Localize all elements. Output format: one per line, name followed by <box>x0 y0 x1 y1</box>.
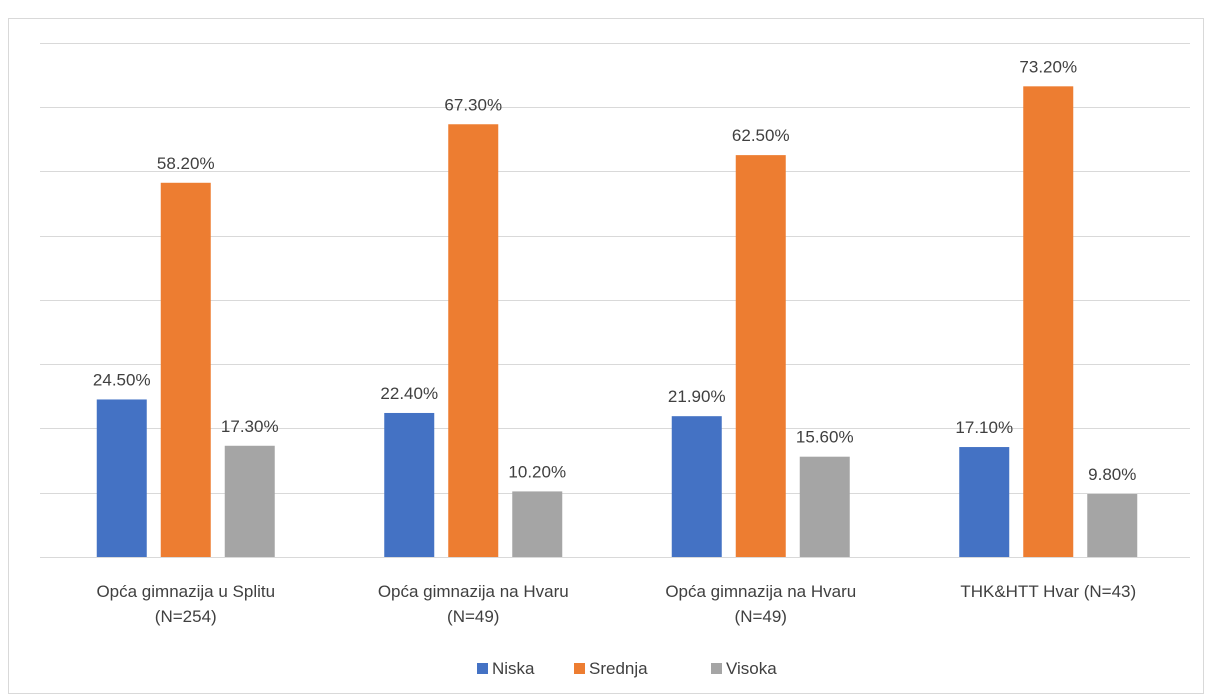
category-label: (N=254) <box>155 607 217 626</box>
bar-visoka <box>1087 493 1138 557</box>
legend: Niska Srednja Visoka <box>477 659 777 678</box>
data-label: 62.50% <box>732 126 790 145</box>
category-label: Opća gimnazija na Hvaru <box>378 582 569 601</box>
data-label: 9.80% <box>1088 465 1136 484</box>
bar-niska <box>384 412 435 557</box>
bar-visoka <box>799 456 850 557</box>
category-label: THK&HTT Hvar (N=43) <box>960 582 1136 601</box>
legend-label-visoka: Visoka <box>726 659 777 678</box>
category-label: (N=49) <box>735 607 787 626</box>
category-label: (N=49) <box>447 607 499 626</box>
data-label: 10.20% <box>508 462 566 481</box>
bar-srednja <box>448 124 499 558</box>
category-label: Opća gimnazija na Hvaru <box>665 582 856 601</box>
legend-label-niska: Niska <box>492 659 535 678</box>
data-label: 58.20% <box>157 154 215 173</box>
data-label: 17.30% <box>221 417 279 436</box>
data-labels: 24.50% 58.20% 17.30% 22.40% 67.30% 10.20% 21.9… <box>93 57 1136 484</box>
gridlines <box>40 43 1190 558</box>
legend-swatch-visoka <box>711 663 722 674</box>
legend-label-srednja: Srednja <box>589 659 648 678</box>
data-label: 73.20% <box>1019 57 1077 76</box>
legend-swatch-niska <box>477 663 488 674</box>
data-label: 22.40% <box>380 384 438 403</box>
bar-niska <box>96 399 147 557</box>
data-label: 21.90% <box>668 387 726 406</box>
bar-niska <box>671 416 722 557</box>
bar-srednja <box>735 155 786 557</box>
category-label: Opća gimnazija u Splitu <box>96 582 275 601</box>
bar-visoka <box>224 445 275 557</box>
bar-srednja <box>160 182 211 558</box>
data-label: 17.10% <box>955 418 1013 437</box>
data-label: 15.60% <box>796 428 854 447</box>
bar-niska <box>959 447 1010 557</box>
bars <box>96 86 1138 558</box>
data-label: 24.50% <box>93 370 151 389</box>
legend-swatch-srednja <box>574 663 585 674</box>
category-labels: Opća gimnazija u Splitu (N=254) Opća gimna… <box>96 582 1136 626</box>
bar-visoka <box>512 491 563 557</box>
data-label: 67.30% <box>444 95 502 114</box>
bar-srednja <box>1023 86 1074 557</box>
